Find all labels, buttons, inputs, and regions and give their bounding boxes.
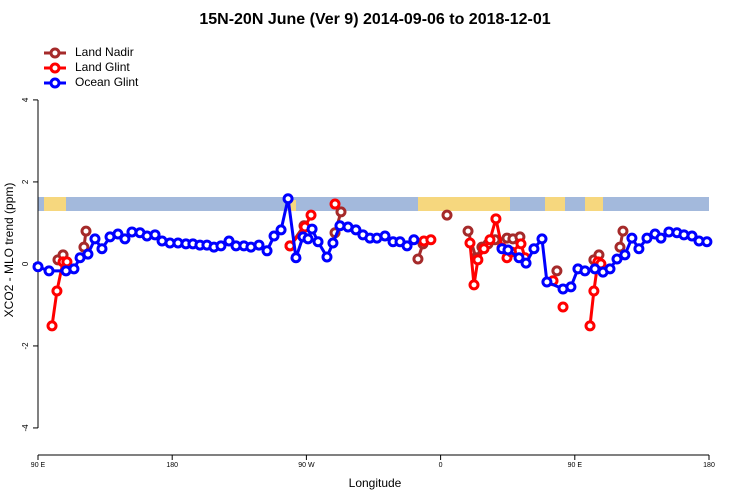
point	[626, 232, 638, 244]
point	[82, 248, 94, 260]
point	[290, 252, 302, 264]
y-axis-label: XCO2 - MLO trend (ppm)	[2, 183, 16, 318]
legend-marker	[49, 77, 61, 89]
land-patch	[585, 197, 603, 211]
legend-marker	[49, 62, 61, 74]
legend-marker	[49, 47, 61, 59]
point	[302, 233, 314, 245]
x-tick-label: 180	[703, 462, 715, 469]
ocean-band	[38, 197, 709, 211]
point	[51, 285, 63, 297]
point	[468, 279, 480, 291]
point	[513, 252, 525, 264]
point	[119, 233, 131, 245]
point	[541, 276, 553, 288]
chart-title: 15N-20N June (Ver 9) 2014-09-06 to 2018-…	[199, 11, 550, 28]
point	[306, 223, 318, 235]
point	[515, 238, 527, 250]
x-tick-label: 90 E	[568, 462, 583, 469]
x-tick-label: 90 E	[31, 462, 46, 469]
y-tick-label: -2	[21, 342, 30, 350]
point	[112, 228, 124, 240]
point	[588, 285, 600, 297]
point	[149, 229, 161, 241]
point	[464, 237, 476, 249]
point	[215, 240, 227, 252]
point	[611, 253, 623, 265]
point	[32, 261, 44, 273]
point	[641, 232, 653, 244]
land-patch	[545, 197, 565, 211]
point	[472, 254, 484, 266]
point	[46, 320, 58, 332]
point	[275, 224, 287, 236]
legend-label: Land Nadir	[75, 45, 134, 59]
point	[484, 234, 496, 246]
point	[253, 239, 265, 251]
point	[96, 243, 108, 255]
point	[604, 263, 616, 275]
land-mask	[38, 197, 709, 211]
x-tick-label: 90 W	[298, 462, 315, 469]
point	[401, 240, 413, 252]
point	[61, 256, 73, 268]
point	[617, 225, 629, 237]
point	[579, 265, 591, 277]
x-tick-label: 0	[439, 462, 443, 469]
y-tick-label: -4	[21, 424, 30, 432]
y-tick-label: 2	[21, 179, 30, 184]
point	[502, 244, 514, 256]
point	[321, 251, 333, 263]
land-patch	[288, 200, 296, 211]
point	[89, 233, 101, 245]
point	[520, 257, 532, 269]
point	[327, 237, 339, 249]
point	[686, 230, 698, 242]
point	[441, 209, 453, 221]
point	[305, 209, 317, 221]
point	[312, 236, 324, 248]
point	[223, 235, 235, 247]
legend-label: Land Glint	[75, 60, 130, 74]
point	[633, 243, 645, 255]
point	[282, 193, 294, 205]
point	[528, 243, 540, 255]
point	[80, 225, 92, 237]
point	[412, 253, 424, 265]
point	[329, 198, 341, 210]
point	[68, 263, 80, 275]
point	[268, 230, 280, 242]
point	[584, 320, 596, 332]
y-tick-label: 0	[21, 261, 30, 266]
point	[619, 249, 631, 261]
point	[565, 281, 577, 293]
point	[379, 230, 391, 242]
point	[490, 213, 502, 225]
point	[478, 243, 490, 255]
legend-label: Ocean Glint	[75, 75, 139, 89]
x-tick-label: 180	[166, 462, 178, 469]
point	[551, 265, 563, 277]
point	[614, 241, 626, 253]
point	[425, 234, 437, 246]
point	[655, 232, 667, 244]
point	[350, 224, 362, 236]
point	[536, 233, 548, 245]
x-axis-label: Longitude	[349, 476, 402, 490]
y-tick-label: 4	[21, 97, 30, 102]
point	[557, 301, 569, 313]
point	[408, 234, 420, 246]
point	[261, 245, 273, 257]
point	[335, 206, 347, 218]
point	[43, 265, 55, 277]
land-patch	[44, 197, 66, 211]
point	[462, 225, 474, 237]
point	[701, 236, 713, 248]
land-patch	[418, 197, 510, 211]
